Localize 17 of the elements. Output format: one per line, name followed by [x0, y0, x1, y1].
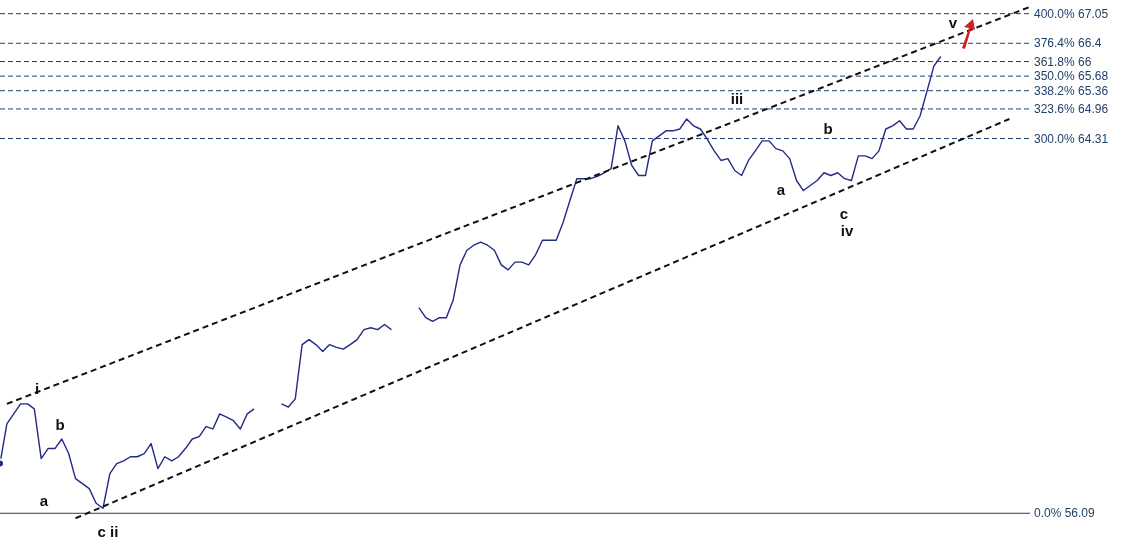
ref-line-label: 0.0% 56.09: [1034, 506, 1096, 521]
annotation: c ii: [97, 522, 119, 540]
ref-line-label: 350.0% 65.68: [1034, 69, 1109, 84]
annotation: iv: [840, 221, 854, 239]
ref-line-label: 376.4% 66.4: [1034, 36, 1102, 51]
ref-line-label: 400.0% 67.05: [1034, 6, 1109, 21]
annotation: a: [39, 491, 49, 509]
annotation: c: [839, 204, 849, 222]
annotation: a: [776, 180, 786, 198]
annotation: b: [823, 119, 833, 137]
ref-line-label: 338.2% 65.36: [1034, 83, 1109, 98]
ref-line-label: 323.6% 64.96: [1034, 101, 1109, 116]
annotation: v: [948, 13, 958, 31]
ref-line-label: 300.0% 64.31: [1034, 131, 1109, 146]
ref-line-label: 361.8% 66: [1034, 54, 1092, 69]
annotation: iii: [730, 89, 744, 107]
annotation: b: [55, 415, 65, 433]
